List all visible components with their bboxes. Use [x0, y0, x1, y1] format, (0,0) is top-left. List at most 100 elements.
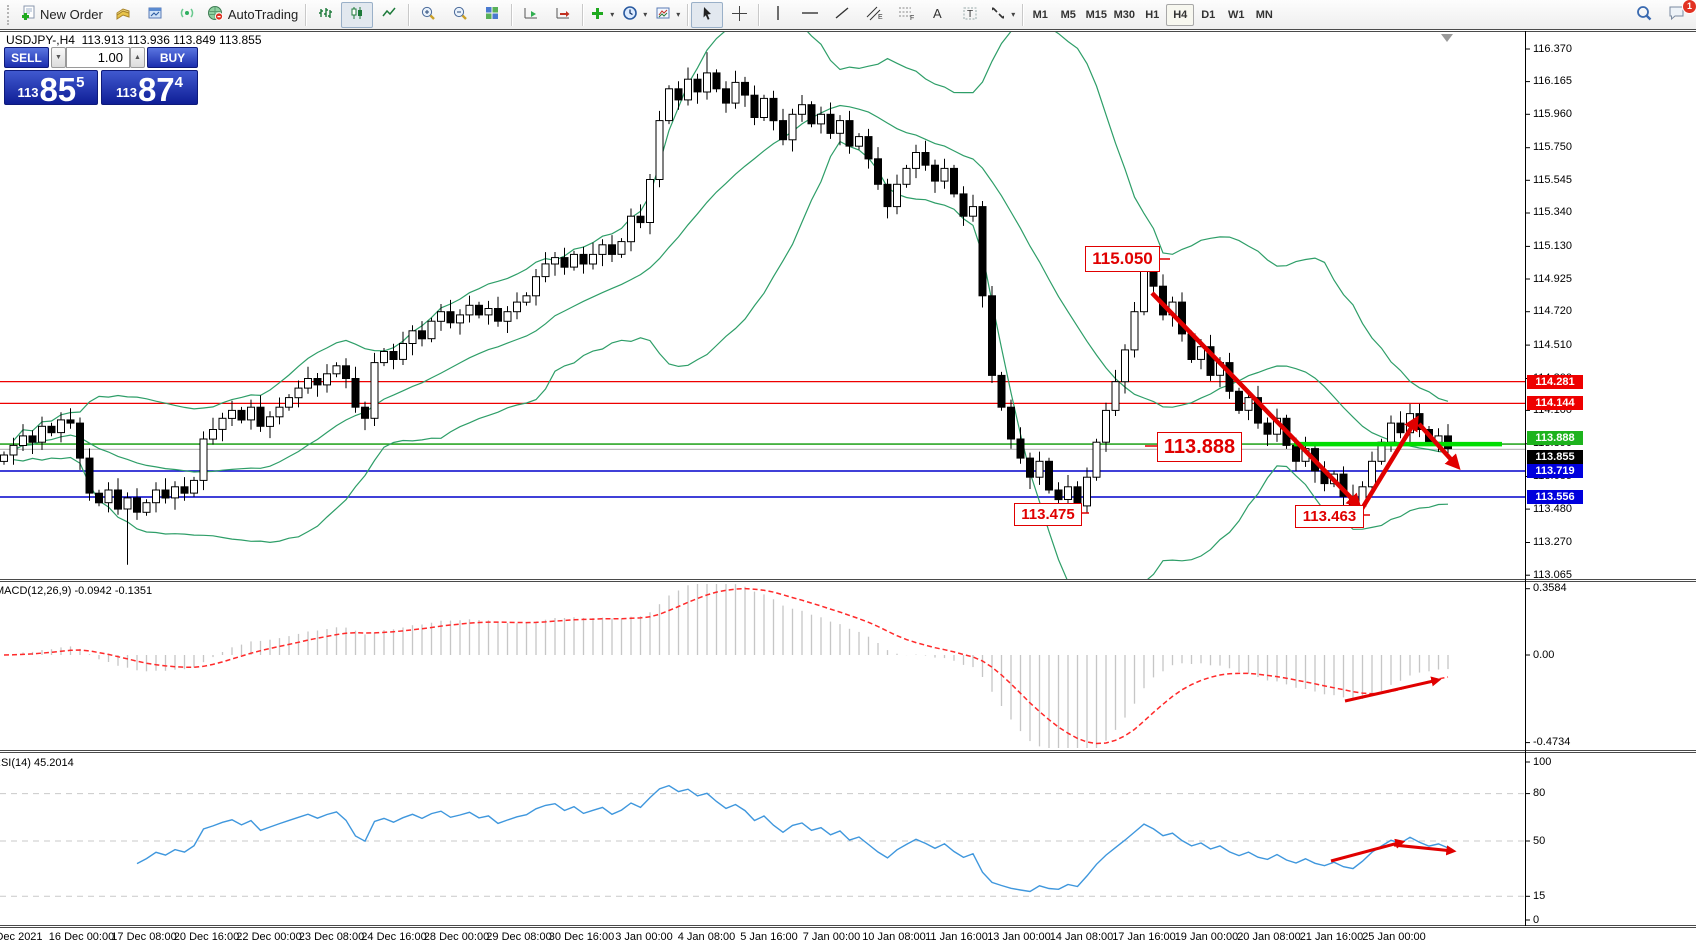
time-axis-label: 14 Jan 08:00	[1049, 931, 1114, 943]
signals-button[interactable]	[171, 2, 203, 28]
sell-price-sup: 5	[76, 74, 85, 91]
zoom-in-button[interactable]	[412, 2, 444, 28]
timeframe-m30-button[interactable]: M30	[1113, 8, 1135, 21]
annotation-low1-price[interactable]: 113.475	[1014, 503, 1082, 526]
sell-price-button[interactable]: 113 85 5	[4, 70, 98, 108]
annotation-support-price[interactable]: 113.888	[1157, 432, 1242, 462]
cursor-tool-button[interactable]	[691, 1, 724, 28]
time-axis-label: 17 Dec 08:00	[111, 931, 177, 943]
time-axis-label: 30 Dec 16:00	[548, 931, 615, 943]
timeframe-m1-button[interactable]: M1	[1032, 8, 1048, 21]
dropdown-caret-icon: ▾	[643, 10, 648, 19]
market-watch-button[interactable]	[107, 2, 139, 28]
timeframe-d1-button[interactable]: D1	[1201, 8, 1216, 21]
macd-trend-arrow[interactable]	[1344, 676, 1442, 703]
label-tool-button[interactable]: T	[954, 2, 986, 28]
channel-tool-button[interactable]: E	[858, 2, 890, 28]
search-button[interactable]	[1628, 2, 1660, 28]
time-axis-label: 13 Jan 00:00	[987, 931, 1051, 943]
sell-price-main: 85	[39, 70, 77, 108]
time-axis-label: 23 Dec 08:00	[298, 931, 365, 943]
clock-icon	[622, 5, 638, 24]
svg-text:F: F	[910, 15, 914, 21]
templates-button[interactable]: ▾	[651, 2, 684, 28]
timeframe-m15-button[interactable]: M15	[1085, 8, 1107, 21]
buy-price-main: 87	[137, 70, 175, 108]
macd-histogram	[12, 584, 1449, 748]
text-tool-button[interactable]: A	[922, 2, 954, 28]
timeframe-m5-button[interactable]: M5	[1060, 8, 1076, 21]
timeframe-w1-button[interactable]: W1	[1228, 8, 1245, 21]
horizontal-level-lines[interactable]	[0, 381, 1525, 498]
pullback-down-arrow	[1417, 422, 1461, 470]
price-axis-tick: 116.370	[1533, 42, 1572, 55]
volume-input[interactable]	[66, 47, 130, 68]
buy-price-button[interactable]: 113 87 4	[101, 70, 198, 108]
crosshair-tool-button[interactable]	[723, 2, 755, 28]
periods-button[interactable]: ▾	[618, 2, 651, 28]
autotrading-button[interactable]: AutoTrading	[203, 2, 302, 28]
sell-button[interactable]: SELL	[4, 47, 49, 68]
timeframe-h1-button[interactable]: H1	[1145, 8, 1160, 21]
rsi-level-lines	[0, 793, 1525, 897]
rsi-trend-arrow-short[interactable]	[1393, 843, 1457, 856]
horizontal-line-tool-button[interactable]	[794, 2, 826, 28]
price-badge: 113.719	[1527, 464, 1583, 479]
text-label-icon: T	[962, 5, 978, 24]
price-axis-tick: 115.340	[1533, 206, 1572, 219]
time-axis-label: 19 Jan 00:00	[1174, 931, 1239, 943]
toolbar-grip[interactable]	[7, 4, 13, 25]
time-axis-label: 4 Jan 08:00	[677, 931, 736, 943]
autotrading-label: AutoTrading	[227, 7, 299, 22]
line-chart-icon	[381, 5, 397, 24]
new-order-label: New Order	[40, 7, 103, 22]
fibonacci-tool-button[interactable]: F	[890, 2, 922, 28]
tile-windows-icon	[484, 5, 500, 24]
timeframe-mn-button[interactable]: MN	[1255, 8, 1273, 21]
arrows-icon	[990, 5, 1006, 24]
line-chart-button[interactable]	[373, 2, 405, 28]
volume-increment-button[interactable]: ▲	[130, 47, 145, 68]
annotation-low2-price[interactable]: 113.463	[1295, 505, 1364, 528]
price-axis-tick: 115.960	[1533, 107, 1572, 120]
bollinger-bands	[13, 31, 1449, 579]
drawing-objects[interactable]	[1080, 258, 1502, 516]
price-axis-tick: 115.545	[1533, 173, 1572, 186]
dropdown-caret-icon: ▾	[676, 10, 681, 19]
annotation-connectors	[1080, 258, 1370, 516]
tile-windows-button[interactable]	[476, 2, 508, 28]
macd-axis-tick: -0.4734	[1533, 736, 1571, 749]
chart-shift-button[interactable]	[547, 2, 579, 28]
rsi-trend-arrow-long[interactable]	[1330, 838, 1406, 863]
price-axis-tick: 113.065	[1533, 568, 1572, 581]
rsi-axis-tick: 100	[1533, 755, 1552, 768]
buy-price-sup: 4	[174, 74, 184, 91]
toolbar-separator	[408, 3, 410, 26]
equidistant-channel-icon: E	[865, 5, 883, 24]
new-order-button[interactable]: New Order	[16, 2, 107, 28]
arrows-tool-button[interactable]: ▾	[986, 2, 1019, 28]
rsi-axis-tick: 0	[1533, 913, 1540, 926]
candlestick-chart-button[interactable]	[341, 1, 374, 28]
bar-chart-button[interactable]	[309, 2, 341, 28]
profiles-button[interactable]	[139, 2, 171, 28]
template-icon	[655, 5, 671, 24]
timeframe-group: M1 M5 M15 M30 H1 H4 D1 W1 MN	[1026, 3, 1278, 26]
rsi-axis-tick: 80	[1533, 787, 1546, 800]
volume-decrement-button[interactable]: ▼	[51, 47, 66, 68]
buy-button[interactable]: BUY	[147, 47, 198, 68]
time-axis-label: 16 Dec 00:00	[48, 931, 115, 943]
zoom-out-button[interactable]	[444, 2, 476, 28]
buy-price-prefix: 113	[115, 85, 137, 100]
timeframe-h4-button[interactable]: H4	[1166, 3, 1195, 26]
scroll-anchor-icon[interactable]	[1441, 34, 1453, 42]
indicators-button[interactable]: ▾	[586, 2, 618, 28]
auto-scroll-button[interactable]	[515, 2, 547, 28]
vertical-line-tool-button[interactable]	[762, 2, 794, 28]
annotation-peak-price[interactable]: 115.050	[1085, 246, 1160, 272]
notifications-button[interactable]: 1	[1660, 0, 1696, 28]
time-axis-label: 24 Dec 16:00	[361, 931, 427, 943]
trendline-tool-button[interactable]	[826, 2, 858, 28]
